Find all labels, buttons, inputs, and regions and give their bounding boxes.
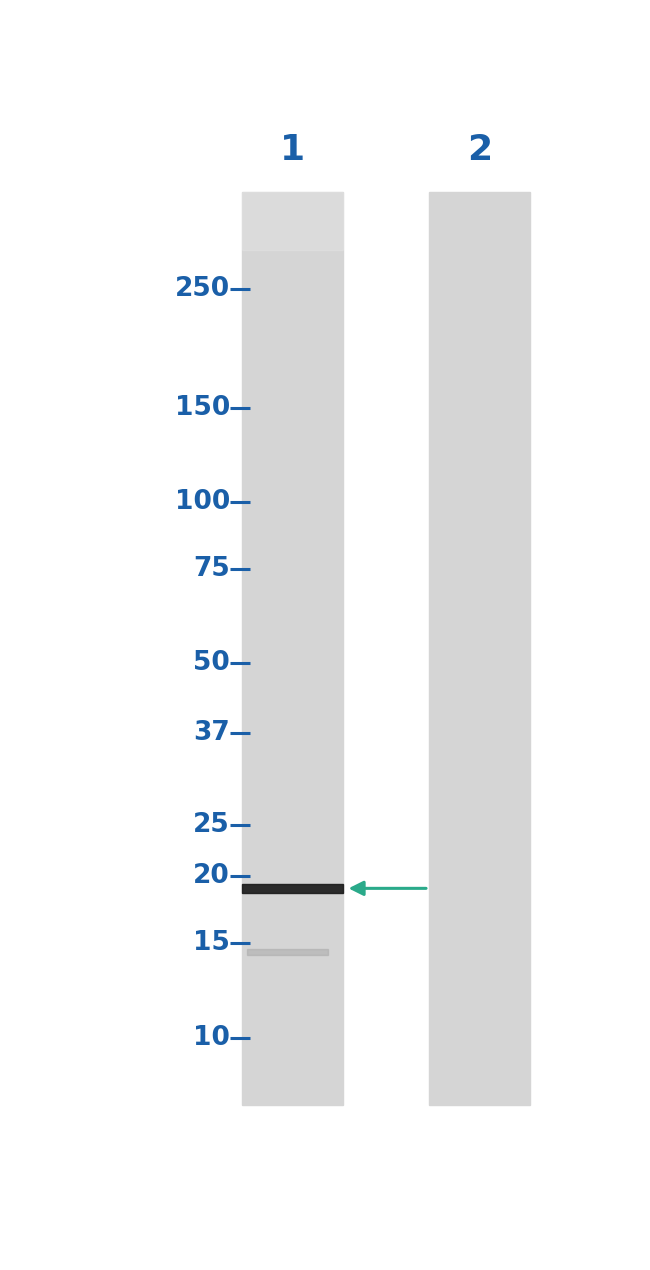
Text: 250: 250 [175, 276, 230, 302]
Bar [242, 884, 343, 893]
Text: 10: 10 [193, 1025, 230, 1050]
Bar [429, 192, 530, 1105]
Text: 20: 20 [193, 864, 230, 889]
Bar [242, 192, 343, 1105]
Text: 2: 2 [467, 133, 492, 168]
Text: 75: 75 [193, 556, 230, 582]
Text: 37: 37 [193, 720, 230, 747]
Text: 25: 25 [193, 812, 230, 837]
Text: 100: 100 [175, 489, 230, 516]
Text: 1: 1 [280, 133, 305, 168]
Text: 50: 50 [193, 650, 230, 677]
Bar [248, 949, 328, 955]
Text: 15: 15 [193, 931, 230, 956]
Text: 150: 150 [175, 395, 230, 420]
Bar [242, 192, 343, 250]
